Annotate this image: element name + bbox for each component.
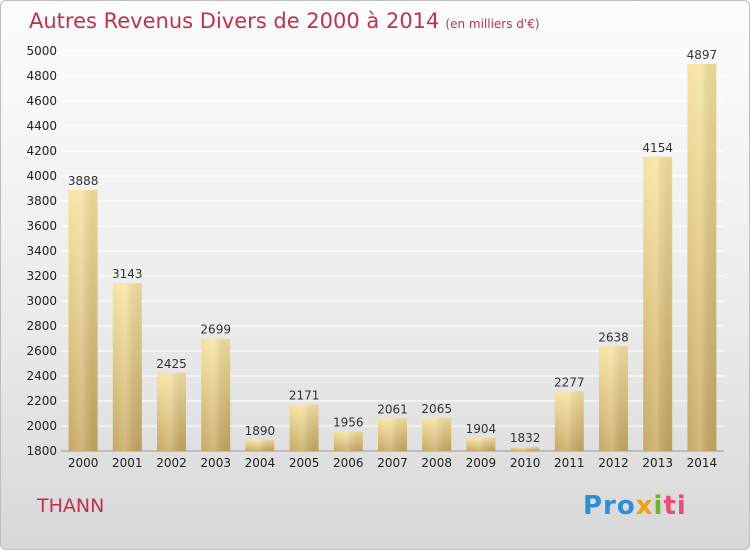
- data-label-2000: 3888: [68, 174, 99, 188]
- y-tick-label: 3200: [26, 269, 57, 283]
- x-axis: 2000 2001 2002 2003 2004 2005 2006 2007 2008 2009…: [68, 456, 717, 470]
- data-label-2007: 2061: [377, 402, 408, 416]
- bar-highlight: [157, 372, 186, 451]
- y-tick-label: 3800: [26, 194, 57, 208]
- x-tick-label: 2004: [245, 456, 276, 470]
- x-tick-label: 2003: [200, 456, 231, 470]
- x-tick-label: 2010: [510, 456, 541, 470]
- data-label-2002: 2425: [156, 357, 187, 371]
- data-label-2010: 1832: [510, 431, 541, 445]
- y-tick-label: 3600: [26, 219, 57, 233]
- y-tick-label: 5000: [26, 44, 57, 58]
- bar-highlight: [643, 156, 673, 451]
- bar-highlight: [112, 283, 142, 451]
- bar-highlight: [510, 447, 540, 451]
- x-tick-label: 2007: [377, 456, 408, 470]
- x-tick-label: 2014: [687, 456, 718, 470]
- logo-part-3: i: [653, 491, 664, 521]
- y-tick-label: 2200: [26, 394, 57, 408]
- data-label-2003: 2699: [200, 323, 231, 337]
- bar-highlight: [466, 438, 496, 451]
- y-tick-label: 4800: [26, 69, 57, 83]
- y-tick-label: 2800: [26, 319, 57, 333]
- data-label-2005: 2171: [289, 389, 320, 403]
- bar-highlight: [687, 63, 717, 451]
- data-label-2013: 4154: [642, 141, 673, 155]
- bar-highlight: [599, 346, 628, 451]
- y-tick-label: 2600: [26, 344, 57, 358]
- data-label-2014: 4897: [687, 48, 718, 62]
- y-tick-label: 4600: [26, 94, 57, 108]
- bar-highlight: [422, 417, 452, 451]
- x-tick-label: 2009: [466, 456, 497, 470]
- chart-title: Autres Revenus Divers de 2000 à 2014 (en …: [29, 9, 540, 33]
- data-label-2006: 1956: [333, 416, 364, 430]
- x-tick-label: 2012: [598, 456, 629, 470]
- x-tick-label: 2000: [68, 456, 99, 470]
- proxiti-logo[interactable]: Proxiti: [583, 491, 687, 521]
- y-tick-label: 4200: [26, 144, 57, 158]
- bar-highlight: [245, 439, 275, 451]
- y-tick-label: 2000: [26, 419, 57, 433]
- chart-subtitle: (en milliers d'€): [445, 17, 540, 31]
- logo-part-4: ti: [663, 491, 687, 521]
- x-tick-label: 2002: [156, 456, 187, 470]
- data-label-2001: 3143: [112, 267, 143, 281]
- bar-highlight: [378, 418, 407, 451]
- data-label-2004: 1890: [245, 424, 276, 438]
- data-label-2008: 2065: [421, 402, 452, 416]
- y-tick-label: 4400: [26, 119, 57, 133]
- commune-name: THANN: [37, 495, 105, 517]
- x-tick-label: 2001: [112, 456, 143, 470]
- bar-highlight: [201, 338, 231, 451]
- bar-highlight: [289, 404, 319, 451]
- bar-highlight: [333, 431, 363, 451]
- bar-highlight: [554, 391, 584, 451]
- y-tick-label: 3400: [26, 244, 57, 258]
- x-tick-label: 2011: [554, 456, 585, 470]
- y-tick-label: 2400: [26, 369, 57, 383]
- bars: 3888 3143 2425 2699 1890 2171 1956 2061 2065 1904…: [68, 48, 717, 451]
- data-label-2011: 2277: [554, 375, 585, 389]
- x-tick-label: 2006: [333, 456, 364, 470]
- title-text: Autres Revenus Divers de 2000 à 2014: [29, 9, 440, 33]
- x-tick-label: 2005: [289, 456, 320, 470]
- data-label-2012: 2638: [598, 330, 629, 344]
- x-tick-label: 2008: [421, 456, 452, 470]
- logo-part-1: Pro: [583, 491, 636, 521]
- y-tick-label: 1800: [26, 444, 57, 458]
- bar-highlight: [68, 190, 98, 451]
- data-label-2009: 1904: [466, 422, 497, 436]
- y-tick-label: 4000: [26, 169, 57, 183]
- x-tick-label: 2013: [642, 456, 673, 470]
- y-tick-label: 3000: [26, 294, 57, 308]
- logo-part-2: x: [635, 491, 654, 521]
